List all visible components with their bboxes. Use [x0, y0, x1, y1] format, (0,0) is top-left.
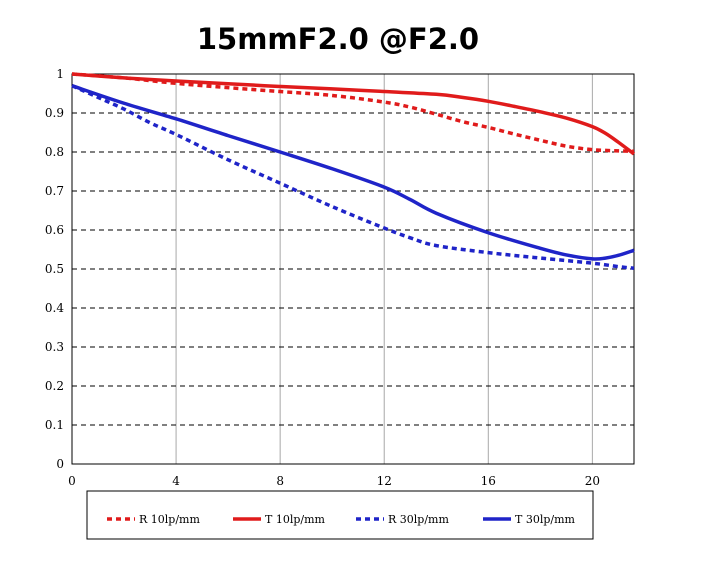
x-tick-label: 4: [172, 474, 180, 488]
x-tick-label: 16: [481, 474, 496, 488]
series-line-1: [71, 72, 635, 153]
grid: [72, 74, 634, 464]
legend-label: R 10lp/mm: [139, 513, 200, 526]
y-tick-label: 0.5: [45, 262, 64, 276]
chart-title: 15mmF2.0 @F2.0: [197, 22, 479, 56]
series-line-3: [71, 84, 635, 270]
y-tick-label: 0.8: [45, 145, 64, 159]
x-tick-label: 0: [68, 474, 76, 488]
tick-labels: 0 4 8 12 16 20 0 0.1 0.2 0.3 0.4 0.5 0.6 0.7 0.8 0.9 1: [45, 67, 600, 488]
y-tick-label: 0.4: [45, 301, 64, 315]
legend-label: T 10lp/mm: [265, 513, 326, 526]
x-tick-label: 12: [377, 474, 392, 488]
series-layer: [71, 72, 636, 270]
y-tick-label: 0.2: [45, 379, 64, 393]
series-line-2: [71, 72, 636, 156]
y-tick-label: 0.6: [45, 223, 64, 237]
y-tick-label: 0.1: [45, 418, 64, 432]
y-tick-label: 0: [56, 457, 64, 471]
legend-box: [86, 490, 594, 540]
x-tick-label: 20: [585, 474, 600, 488]
y-tick-label: 0.9: [45, 106, 64, 120]
y-tick-label: 0.7: [45, 184, 64, 198]
plot-frame: [71, 73, 635, 465]
legend-label: T 30lp/mm: [515, 513, 576, 526]
y-tick-label: 0.3: [45, 340, 64, 354]
x-tick-label: 8: [276, 474, 284, 488]
y-tick-label: 1: [56, 67, 64, 81]
legend: R 10lp/mm T 10lp/mm R 30lp/mm T 30lp/mm: [86, 490, 594, 540]
series-line-4: [71, 84, 635, 261]
legend-label: R 30lp/mm: [388, 513, 449, 526]
